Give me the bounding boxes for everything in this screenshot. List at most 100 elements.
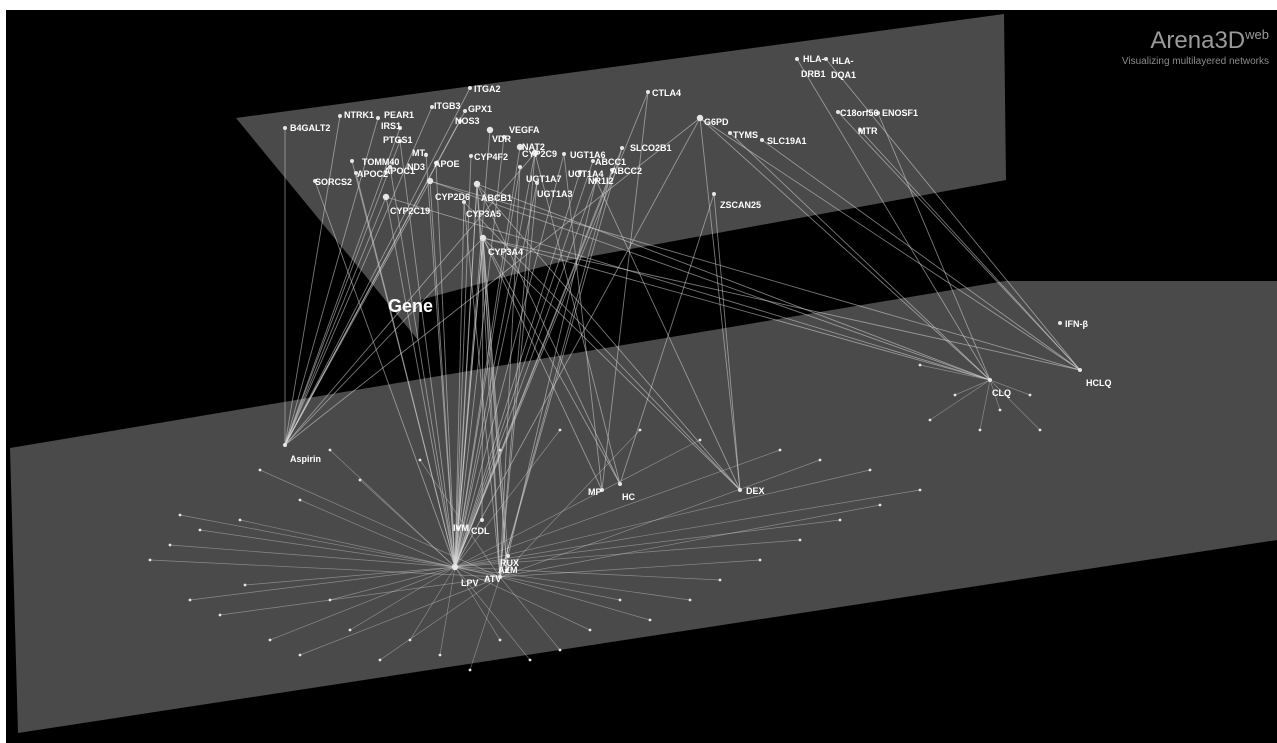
gene-node-CYP2D6[interactable] — [426, 177, 434, 185]
gene-node-SORCS2[interactable] — [313, 179, 317, 183]
drug-minor-node[interactable] — [348, 628, 352, 632]
gene-node-APOC2[interactable] — [354, 171, 358, 175]
drug-minor-node[interactable] — [243, 583, 247, 587]
drug-minor-node[interactable] — [718, 578, 722, 582]
drug-minor-node[interactable] — [558, 428, 562, 432]
gene-node-CYP4F2[interactable] — [469, 154, 473, 158]
drug-minor-node[interactable] — [358, 478, 362, 482]
drug-node-CLQ[interactable] — [988, 378, 992, 382]
gene-node-ABCB1[interactable] — [473, 180, 481, 188]
gene-node-ITGA2[interactable] — [468, 86, 472, 90]
drug-minor-node[interactable] — [1028, 393, 1032, 397]
gene-node-PTGS1[interactable] — [398, 139, 402, 143]
drug-minor-node[interactable] — [918, 363, 922, 367]
drug-minor-node[interactable] — [328, 598, 332, 602]
gene-node-APOE[interactable] — [434, 161, 438, 165]
gene-node-UGT1A4[interactable] — [578, 170, 582, 174]
gene-node-NTRK1[interactable] — [338, 114, 342, 118]
gene-node-MTR[interactable] — [858, 128, 862, 132]
gene-node-UGT1A7[interactable] — [518, 165, 522, 169]
gene-node-CYP3A4[interactable] — [479, 234, 487, 242]
drug-minor-node[interactable] — [918, 488, 922, 492]
drug-minor-node[interactable] — [408, 638, 412, 642]
gene-node-CYP2C19[interactable] — [382, 193, 390, 201]
drug-node-IVM[interactable] — [456, 526, 460, 530]
gene-node-HLA-DRB1[interactable] — [795, 57, 799, 61]
drug-node-AZM[interactable] — [505, 568, 509, 572]
gene-node-MT-ND3[interactable] — [424, 153, 428, 157]
drug-minor-node[interactable] — [588, 628, 592, 632]
drug-minor-node[interactable] — [328, 448, 332, 452]
drug-minor-node[interactable] — [418, 458, 422, 462]
drug-minor-node[interactable] — [528, 658, 532, 662]
drug-minor-node[interactable] — [178, 513, 182, 517]
drug-minor-node[interactable] — [298, 653, 302, 657]
drug-node-Aspirin[interactable] — [283, 443, 287, 447]
drug-minor-node[interactable] — [558, 648, 562, 652]
drug-minor-node[interactable] — [298, 498, 302, 502]
drug-node-LPV[interactable] — [451, 563, 459, 571]
gene-node-GPX1[interactable] — [463, 109, 467, 113]
drug-node-IFN-β[interactable] — [1058, 321, 1062, 325]
layer-plane-drug[interactable] — [10, 281, 1277, 733]
drug-minor-node[interactable] — [238, 518, 242, 522]
drug-minor-node[interactable] — [998, 408, 1002, 412]
drug-minor-node[interactable] — [978, 428, 982, 432]
drug-minor-node[interactable] — [188, 598, 192, 602]
drug-minor-node[interactable] — [378, 658, 382, 662]
gene-node-ABCC2[interactable] — [610, 168, 614, 172]
drug-minor-node[interactable] — [618, 598, 622, 602]
drug-node-DEX[interactable] — [738, 488, 742, 492]
drug-minor-node[interactable] — [778, 448, 782, 452]
drug-minor-node[interactable] — [638, 428, 642, 432]
drug-minor-node[interactable] — [928, 418, 932, 422]
gene-node-CYP3A5[interactable] — [462, 200, 466, 204]
drug-minor-node[interactable] — [1038, 428, 1042, 432]
drug-node-ATV[interactable] — [498, 575, 502, 579]
drug-minor-node[interactable] — [698, 438, 702, 442]
drug-minor-node[interactable] — [198, 528, 202, 532]
gene-node-CYP2C9[interactable] — [531, 149, 539, 157]
gene-node-B4GALT2[interactable] — [283, 126, 287, 130]
gene-node-PEAR1[interactable] — [376, 116, 380, 120]
drug-minor-node[interactable] — [798, 538, 802, 542]
gene-node-VEGFA[interactable] — [486, 126, 494, 134]
gene-node-CTLA4[interactable] — [646, 90, 650, 94]
drug-minor-node[interactable] — [168, 543, 172, 547]
gene-node-ABCC1[interactable] — [591, 159, 595, 163]
drug-minor-node[interactable] — [258, 468, 262, 472]
drug-node-CDL[interactable] — [480, 518, 484, 522]
drug-minor-node[interactable] — [148, 558, 152, 562]
gene-node-NAT2[interactable] — [516, 143, 524, 151]
drug-minor-node[interactable] — [878, 503, 882, 507]
drug-minor-node[interactable] — [648, 618, 652, 622]
gene-node-HLA-DQA1[interactable] — [824, 57, 828, 61]
drug-node-HCLQ[interactable] — [1078, 368, 1082, 372]
gene-node-TYMS[interactable] — [728, 131, 732, 135]
drug-minor-node[interactable] — [468, 668, 472, 672]
gene-node-NR1I2[interactable] — [594, 178, 598, 182]
drug-minor-node[interactable] — [818, 458, 822, 462]
gene-node-UGT1A6[interactable] — [562, 152, 566, 156]
drug-node-RUX[interactable] — [506, 554, 510, 558]
gene-node-VDR[interactable] — [502, 135, 506, 139]
drug-minor-node[interactable] — [438, 653, 442, 657]
gene-node-G6PD[interactable] — [696, 114, 704, 122]
gene-node-APOC1[interactable] — [388, 165, 392, 169]
drug-node-MP[interactable] — [600, 488, 604, 492]
drug-minor-node[interactable] — [498, 638, 502, 642]
gene-node-SLCO2B1[interactable] — [620, 146, 624, 150]
gene-node-ZSCAN25[interactable] — [712, 192, 716, 196]
gene-node-C18orf56[interactable] — [836, 110, 840, 114]
gene-node-UGT1A3[interactable] — [535, 181, 539, 185]
drug-minor-node[interactable] — [758, 558, 762, 562]
gene-node-NOS3[interactable] — [458, 119, 462, 123]
gene-node-ITGB3[interactable] — [430, 105, 434, 109]
drug-node-HC[interactable] — [618, 482, 622, 486]
drug-minor-node[interactable] — [953, 393, 957, 397]
drug-minor-node[interactable] — [688, 598, 692, 602]
layer-plane-gene[interactable] — [236, 14, 1006, 340]
drug-minor-node[interactable] — [838, 518, 842, 522]
